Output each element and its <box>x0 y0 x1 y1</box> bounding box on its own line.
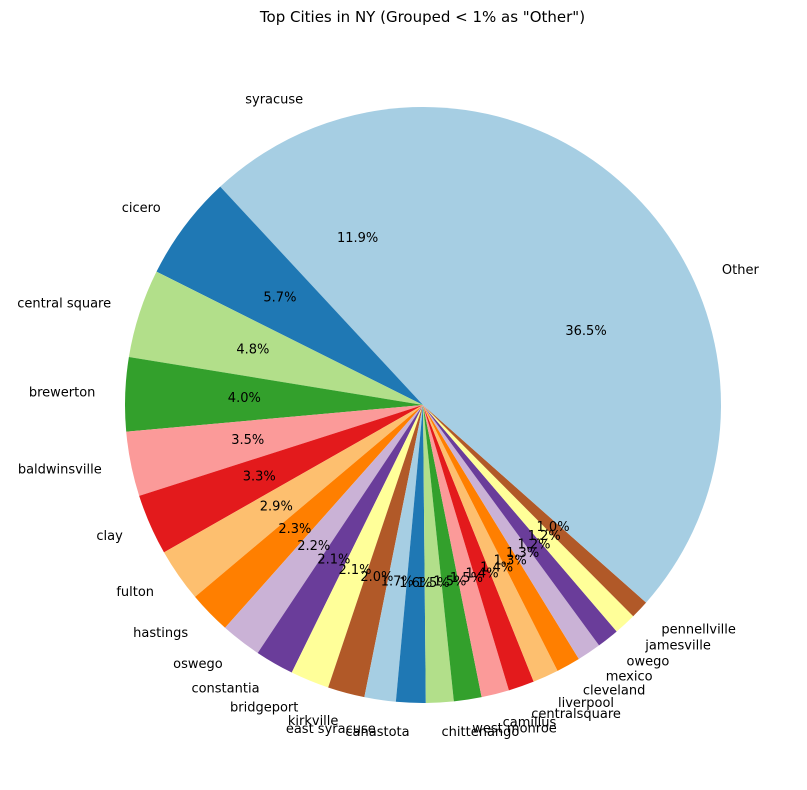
pie-slice-clay <box>139 405 423 553</box>
pie-slice-jamesville <box>423 405 634 632</box>
category-label-liverpool: liverpool <box>558 696 614 711</box>
percent-label-constantia: 2.1% <box>317 552 350 567</box>
pie-slice-baldwinsville <box>126 405 424 496</box>
category-label-baldwinsville: baldwinsville <box>18 463 102 478</box>
category-label-central-square: central square <box>17 297 111 312</box>
pie-slice-other <box>423 107 721 603</box>
percent-label-oswego: 2.2% <box>297 539 330 554</box>
category-label-owego: owego <box>627 654 670 669</box>
category-labels: syracuse cicero central square brewerton bal… <box>17 92 759 740</box>
category-label-bridgeport: bridgeport <box>230 701 298 716</box>
pie-slice-cleveland <box>423 405 579 671</box>
category-label-chittenango: chittenango <box>442 725 520 740</box>
category-label-clay: clay <box>96 529 123 544</box>
pie-slice-hastings <box>195 405 423 628</box>
pie-slice-fulton <box>163 405 423 597</box>
category-label-kirkville: kirkville <box>288 714 339 729</box>
percent-labels: 11.9%5.7%4.8%4.0%3.5%3.3%2.9%2.3%2.2%2.1… <box>228 231 607 591</box>
percent-label-east-syracuse: 1.7% <box>381 574 414 589</box>
category-label-east-syracuse: east syracuse <box>286 722 376 737</box>
pie-slice-bridgeport <box>291 405 423 688</box>
percent-label-clay: 3.3% <box>243 469 276 484</box>
percent-label-central-square: 4.8% <box>236 342 269 357</box>
percent-label-other: 36.5% <box>565 324 606 339</box>
chart-title: Top Cities in NY (Grouped < 1% as "Other… <box>259 8 586 26</box>
percent-label-hastings: 2.3% <box>278 522 311 537</box>
pie-slice-oswego <box>225 405 423 653</box>
category-label-mexico: mexico <box>606 670 653 685</box>
percent-label-cicero: 5.7% <box>263 290 296 305</box>
percent-label-centralsquare: 1.4% <box>466 566 499 581</box>
pie-slice-east-syracuse <box>364 405 423 702</box>
percent-label-cleveland: 1.3% <box>494 554 527 569</box>
pie-slices <box>125 107 721 703</box>
pie-slice-constantia <box>257 405 423 673</box>
category-label-syracuse: syracuse <box>245 92 303 107</box>
pie-slice-kirkville <box>328 405 423 698</box>
pie-slice-brewerton <box>125 356 424 432</box>
pie-slice-mexico <box>423 405 600 660</box>
category-label-cicero: cicero <box>122 201 161 216</box>
category-label-brewerton: brewerton <box>29 386 96 401</box>
pie-slice-west-monroe <box>423 405 482 702</box>
percent-label-pennellville: 1.0% <box>537 520 570 535</box>
percent-label-fulton: 2.9% <box>260 500 293 515</box>
pie-slice-centralsquare <box>423 405 534 691</box>
category-label-other: Other <box>722 263 760 278</box>
category-label-west-monroe: west monroe <box>472 722 557 737</box>
percent-label-jamesville: 1.2% <box>528 529 561 544</box>
pie-slice-canastota <box>395 405 426 703</box>
pie-slice-central-square <box>128 271 423 405</box>
category-label-centralsquare: centralsquare <box>531 707 621 722</box>
category-label-hastings: hastings <box>133 626 188 641</box>
percent-label-brewerton: 4.0% <box>228 391 261 406</box>
percent-label-bridgeport: 2.1% <box>339 563 372 578</box>
category-label-cleveland: cleveland <box>583 684 646 699</box>
category-label-jamesville: jamesville <box>644 638 711 653</box>
category-label-pennellville: pennellville <box>661 622 735 637</box>
category-label-canastota: canastota <box>345 725 409 740</box>
category-label-camillus: camillus <box>503 715 557 730</box>
percent-label-west-monroe: 1.5% <box>433 574 466 589</box>
percent-label-mexico: 1.3% <box>506 546 539 561</box>
percent-label-liverpool: 1.4% <box>480 560 513 575</box>
pie-slice-chittenango <box>423 405 454 703</box>
pie-slice-camillus <box>423 405 509 698</box>
pie-slice-syracuse <box>220 107 423 405</box>
percent-label-camillus: 1.5% <box>450 571 483 586</box>
pie-slice-cicero <box>156 186 424 405</box>
percent-label-baldwinsville: 3.5% <box>231 433 264 448</box>
percent-label-kirkville: 2.0% <box>360 570 393 585</box>
category-label-oswego: oswego <box>173 657 223 672</box>
percent-label-owego: 1.2% <box>517 538 550 553</box>
percent-label-chittenango: 1.5% <box>417 576 450 591</box>
category-label-fulton: fulton <box>116 585 154 600</box>
percent-label-canastota: 1.6% <box>399 576 432 591</box>
percent-label-syracuse: 11.9% <box>337 231 378 246</box>
pie-slice-owego <box>423 405 617 646</box>
pie-slice-pennellville <box>423 405 647 617</box>
pie-slice-liverpool <box>423 405 558 682</box>
category-label-constantia: constantia <box>191 682 259 697</box>
